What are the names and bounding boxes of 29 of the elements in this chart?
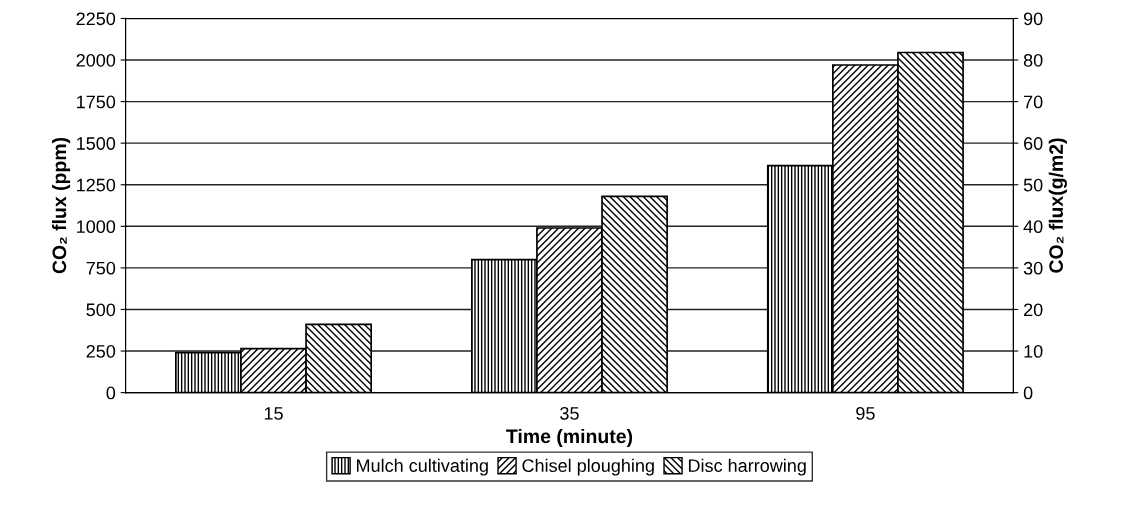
y2-tick-label: 0 <box>1023 386 1033 400</box>
y-tick-label: 2000 <box>76 53 116 67</box>
legend-label: Mulch cultivating <box>357 458 488 476</box>
y2-tick-label: 10 <box>1024 344 1043 358</box>
y-tick-label: 1500 <box>77 137 116 150</box>
y-tick-label: 1000 <box>77 220 116 234</box>
y2-tick-label: 40 <box>1023 220 1043 234</box>
y-tick-label: 250 <box>86 344 116 358</box>
y-tick-label: 1750 <box>77 95 116 109</box>
y-tick-label: 1250 <box>77 178 116 192</box>
x-tick-label: 35 <box>560 406 579 420</box>
y2-tick-label: 80 <box>1023 53 1043 67</box>
y2-tick-label: 70 <box>1024 95 1043 109</box>
y2-tick-label: 50 <box>1023 178 1043 192</box>
y2-tick-label: 20 <box>1024 303 1043 317</box>
y-axis-title: CO₂ flux (ppm) <box>51 137 71 274</box>
x-tick-label: 95 <box>856 406 875 420</box>
y-tick-label: 0 <box>106 386 116 400</box>
y2-tick-label: 90 <box>1023 12 1043 26</box>
x-axis-title: Time (minute) <box>506 428 633 448</box>
y2-tick-label: 30 <box>1023 261 1043 275</box>
y-tick-label: 500 <box>86 303 116 317</box>
y-tick-label: 750 <box>86 261 116 275</box>
y2-axis-title: CO₂ flux(g/m2) <box>1048 138 1067 273</box>
y2-tick-label: 60 <box>1024 137 1043 150</box>
y-tick-label: 2250 <box>76 12 116 26</box>
legend-label: Disc harrowing <box>688 458 806 476</box>
x-tick-label: 15 <box>264 407 283 420</box>
legend-label: Chisel ploughing <box>522 458 654 476</box>
